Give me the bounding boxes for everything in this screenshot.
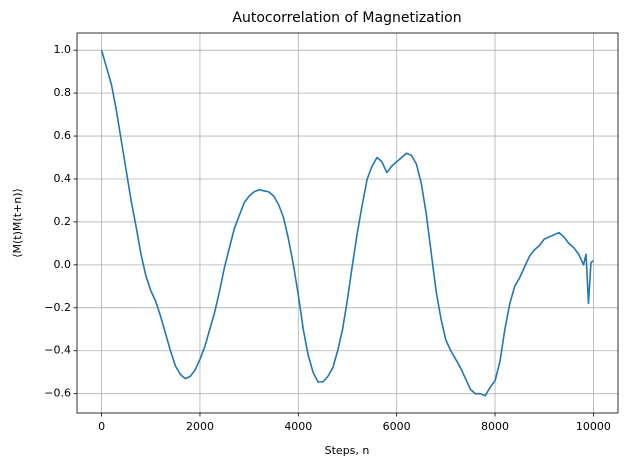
x-tick-label: 4000 [284,420,312,433]
chart-title: Autocorrelation of Magnetization [232,10,461,26]
data-line [100,49,594,397]
x-tick-label: 6000 [383,420,411,433]
y-tick-label: 0.2 [54,215,72,228]
y-tick-label: −0.4 [44,344,71,357]
x-tick-label: 2000 [186,420,214,433]
x-tick-label: 8000 [481,420,509,433]
x-tick-label: 10000 [576,420,611,433]
y-tick-label: 0.8 [54,86,72,99]
y-axis-label: ⟨M(t)M(t+n)⟩ [11,188,24,258]
y-tick-label: 0.0 [54,258,72,271]
y-tick-label: 1.0 [54,43,72,56]
y-tick-label: 0.6 [54,129,72,142]
y-tick-label: −0.2 [44,301,71,314]
y-tick-label: −0.6 [44,387,71,400]
plot-frame [76,32,619,414]
x-axis-label: Steps, n [325,444,370,457]
y-tick-label: 0.4 [54,172,72,185]
x-tick-label: 0 [98,420,105,433]
